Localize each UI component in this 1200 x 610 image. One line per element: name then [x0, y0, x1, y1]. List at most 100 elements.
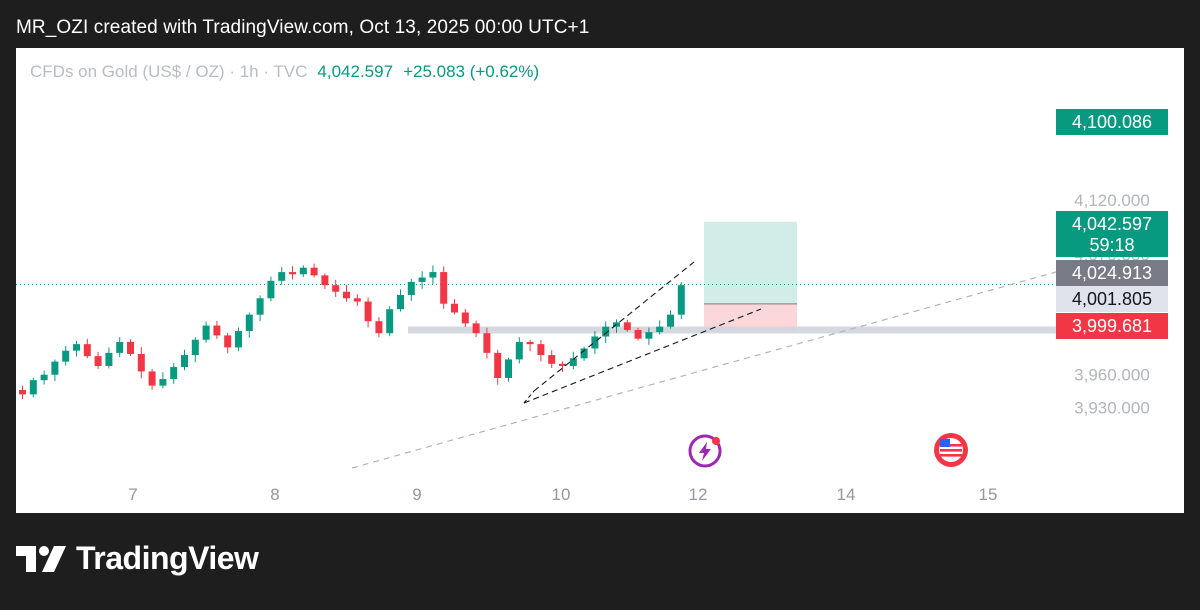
position-profit-zone[interactable]: [704, 221, 797, 304]
candle: [343, 284, 350, 302]
candle-body: [397, 295, 404, 310]
candle-body: [375, 321, 383, 334]
bar-countdown-tag: 59:18: [1056, 233, 1168, 257]
candle-body: [310, 267, 318, 276]
candle: [526, 339, 534, 352]
time-axis-label: 8: [270, 485, 279, 504]
channel-edge-line: [523, 390, 535, 404]
us-flag-icon[interactable]: [934, 433, 968, 467]
candle-body: [386, 309, 394, 334]
candle-body: [105, 352, 113, 366]
candle: [548, 350, 556, 368]
candle: [364, 297, 372, 328]
price-axis-label: 4,120.000: [1074, 191, 1150, 210]
candle: [397, 289, 404, 312]
candle-body: [602, 326, 610, 337]
candle-body: [343, 291, 350, 299]
price-change: +25.083 (+0.62%): [403, 62, 540, 81]
candle-body: [440, 272, 448, 304]
candle: [127, 339, 134, 356]
candle: [224, 332, 232, 354]
candle: [515, 337, 523, 364]
candle: [29, 377, 37, 398]
candle: [159, 372, 167, 389]
candle-body: [278, 272, 286, 281]
candle-body: [515, 341, 523, 360]
candle-body: [289, 272, 296, 275]
stop-price-tag: 3,999.681: [1056, 313, 1168, 339]
price-axis-label: 3,930.000: [1074, 398, 1150, 417]
chart-attribution: MR_OZI created with TradingView.com, Oct…: [16, 17, 590, 38]
candle: [245, 312, 253, 338]
candle-body: [202, 325, 210, 340]
long-trendline[interactable]: [351, 271, 1057, 469]
candle: [375, 317, 383, 338]
candle-body: [181, 355, 188, 368]
candle: [623, 319, 631, 332]
candle-body: [548, 355, 556, 364]
flag-stripe: [940, 454, 962, 457]
candle-body: [364, 301, 372, 322]
candle: [429, 265, 437, 284]
candle-body: [159, 379, 167, 386]
lightning-bolt: [699, 442, 711, 461]
target-price-tag: 4,100.086: [1056, 109, 1168, 135]
candle-body: [677, 285, 685, 315]
last-price-tag: 4,042.597: [1056, 211, 1168, 237]
tradingview-brand: TradingView: [16, 540, 259, 577]
candle: [289, 266, 296, 280]
candle: [256, 295, 264, 322]
candle-body: [634, 329, 642, 339]
candle: [299, 265, 307, 278]
candle-body: [256, 298, 264, 315]
brand-name: TradingView: [76, 540, 259, 576]
time-axis-label: 14: [837, 485, 856, 504]
candle: [191, 337, 199, 363]
candle: [667, 310, 674, 329]
candle: [569, 351, 577, 370]
candle: [440, 266, 448, 309]
candle: [505, 357, 512, 382]
candle-body: [224, 335, 232, 348]
candle-body: [461, 312, 469, 324]
channel-lower-line[interactable]: [523, 308, 762, 404]
symbol-description: CFDs on Gold (US$ / OZ) · 1h · TVC: [30, 62, 308, 81]
candle: [353, 294, 361, 306]
candle-body: [667, 314, 674, 327]
candle: [483, 327, 491, 359]
candle: [602, 321, 610, 343]
candle-body: [51, 361, 59, 375]
candle: [148, 369, 156, 390]
time-axis-label: 12: [689, 485, 708, 504]
candle-body: [537, 344, 545, 356]
last-price-value: 4,042.597: [317, 62, 394, 81]
candle-body: [591, 336, 599, 349]
candle: [494, 349, 502, 385]
candle: [537, 340, 545, 362]
candle-body: [191, 339, 199, 356]
candle-body: [40, 374, 48, 381]
candle: [451, 299, 458, 315]
candle: [278, 267, 286, 285]
candle: [472, 320, 480, 338]
channel-upper-line[interactable]: [533, 261, 695, 392]
candle-body: [429, 272, 437, 278]
candle-body: [505, 359, 512, 378]
candle: [62, 345, 70, 366]
candle-body: [569, 358, 577, 366]
candle: [181, 349, 188, 371]
candle-body: [332, 285, 340, 292]
candle: [321, 273, 329, 290]
candle-body: [656, 326, 664, 333]
candle: [170, 363, 178, 384]
candle-body: [580, 348, 588, 359]
candle: [310, 263, 318, 278]
candlestick-chart[interactable]: 4,120.0004,070.0003,960.0003,930.0007891…: [16, 48, 1184, 513]
candle-body: [483, 333, 491, 353]
candle: [137, 347, 145, 379]
candle-body: [321, 275, 329, 286]
chart-area[interactable]: 4,120.0004,070.0003,960.0003,930.0007891…: [16, 48, 1184, 513]
candle: [418, 271, 426, 289]
lightning-event-icon[interactable]: [688, 434, 722, 468]
tradingview-logo-icon: [16, 545, 66, 572]
